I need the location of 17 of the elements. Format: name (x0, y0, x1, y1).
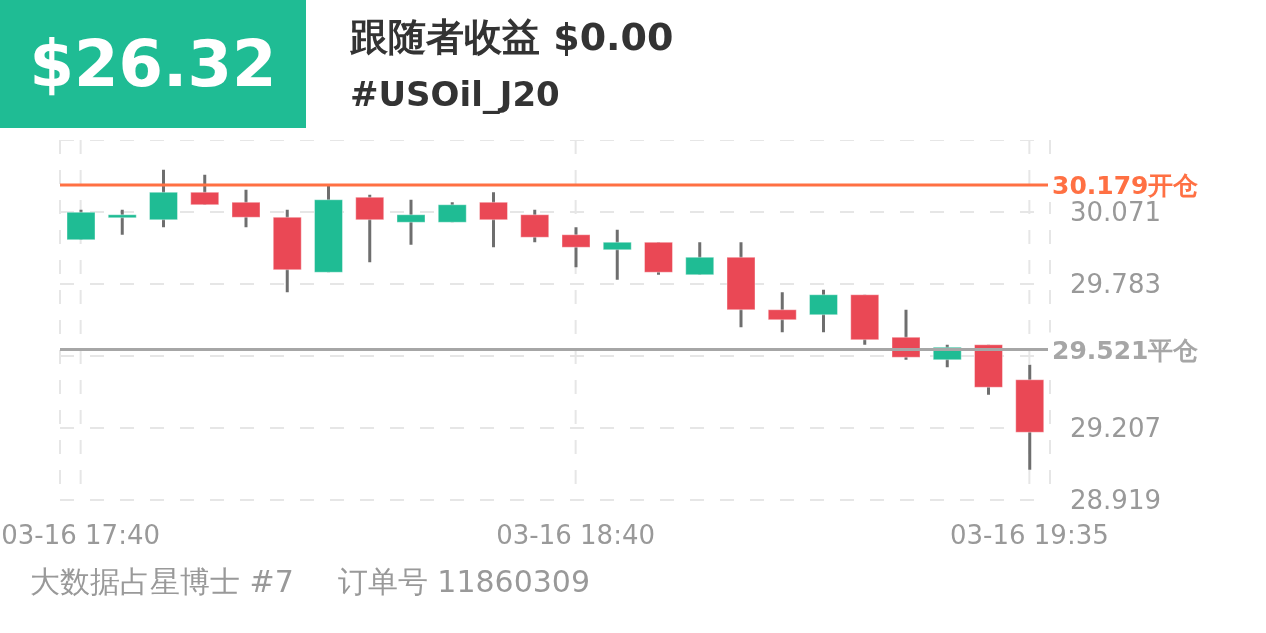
y-tick-label: 29.207 (1070, 413, 1161, 444)
ref-line-label: 30.179开仓 (1052, 171, 1199, 200)
candlestick (396, 199, 426, 245)
x-tick-label: 03-16 17:40 (1, 520, 160, 551)
text: $26.32 (0, 0, 306, 128)
chart-title: 跟随者收益 $0.00 (350, 14, 674, 61)
y-tick-label: 29.783 (1070, 269, 1161, 300)
candlestick (107, 209, 137, 235)
candlestick (602, 229, 632, 280)
ref-line-label: 29.521平仓 (1052, 335, 1199, 365)
x-tick-label: 03-16 19:35 (950, 520, 1109, 551)
y-tick-label: 30.071 (1070, 197, 1161, 228)
x-tick-label: 03-16 18:40 (496, 520, 655, 551)
text: 订单号 11860309 (337, 563, 590, 601)
chart-subtitle: #USOil_J20 (350, 74, 560, 114)
text: 大数据占星博士 #7 (30, 563, 294, 601)
y-tick-label: 28.919 (1070, 485, 1161, 516)
